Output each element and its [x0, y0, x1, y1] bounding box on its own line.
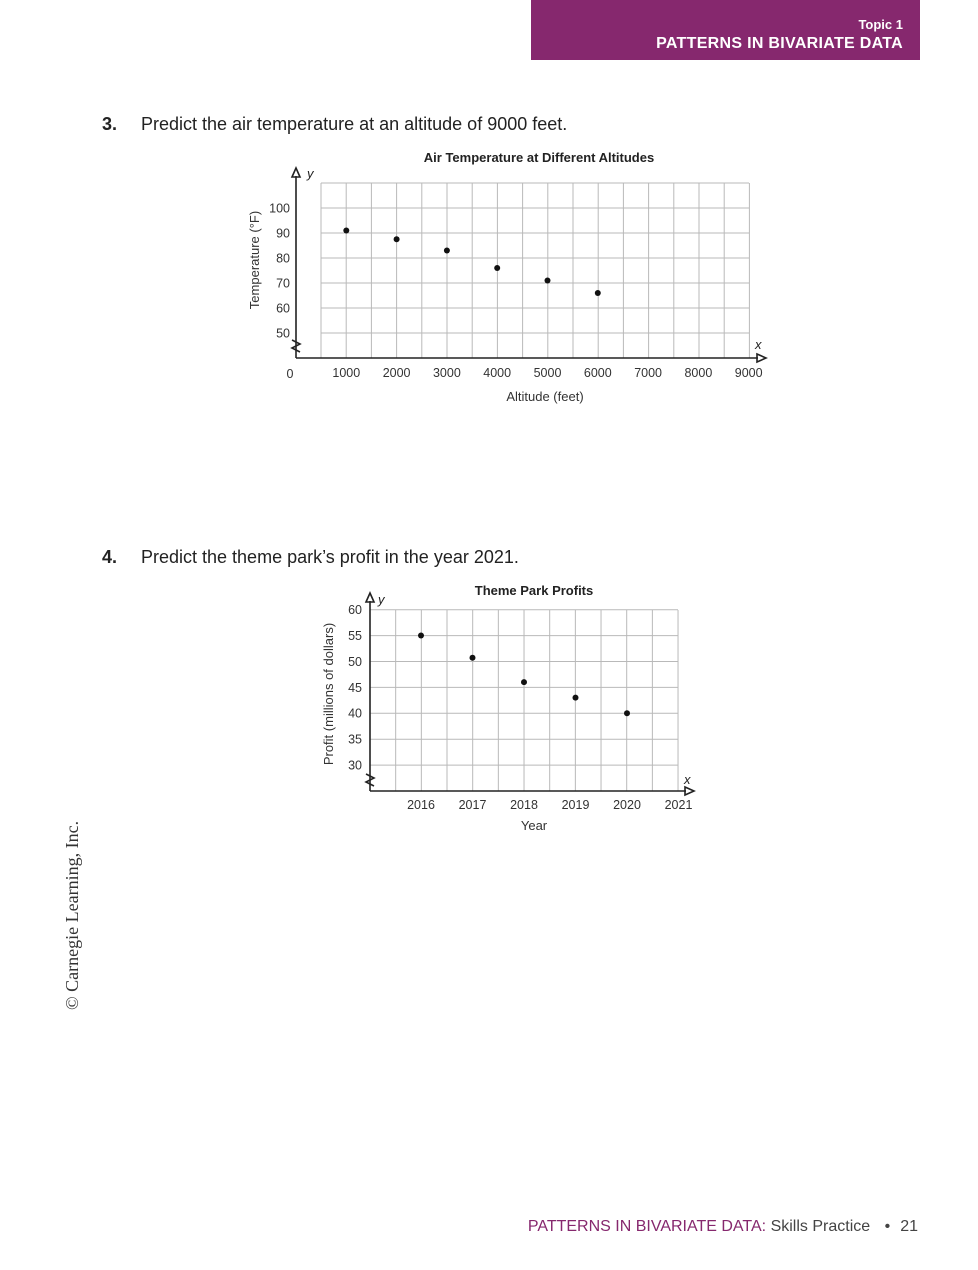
copyright-notice: © Carnegie Learning, Inc. [62, 820, 82, 1010]
y-tick-label: 60 [276, 302, 290, 316]
y-tick-label: 50 [276, 327, 290, 341]
y-axis-arrow [290, 166, 302, 178]
x-tick-label: 9000 [735, 366, 763, 380]
x-axis-arrow [684, 785, 696, 797]
y-axis-arrow [364, 591, 376, 603]
topic-title: PATTERNS IN BIVARIATE DATA [656, 35, 903, 52]
x-tick-label: 2017 [459, 798, 487, 812]
x-axis-arrow [756, 352, 768, 364]
x-tick-label: 2021 [665, 798, 693, 812]
question-text: Predict the air temperature at an altitu… [141, 114, 568, 134]
topic-label: Topic 1 [858, 17, 903, 32]
y-axis-label: Profit (millions of dollars) [321, 623, 336, 765]
x-axis-label: Year [521, 818, 548, 833]
topic-banner: Topic 1 PATTERNS IN BIVARIATE DATA [531, 0, 920, 60]
x-tick-label: 3000 [433, 366, 461, 380]
footer-separator: • [884, 1218, 891, 1235]
y-tick-label: 70 [276, 277, 290, 291]
axis-break [364, 773, 376, 787]
question-text: Predict the theme park’s profit in the y… [141, 547, 519, 567]
x-axis-variable: x [754, 337, 762, 352]
x-tick-label: 2016 [407, 798, 435, 812]
x-tick-label: 6000 [584, 366, 612, 380]
x-tick-label: 2000 [383, 366, 411, 380]
chart-title: Theme Park Profits [475, 583, 594, 598]
x-tick-label: 1000 [332, 366, 360, 380]
x-tick-label: 4000 [483, 366, 511, 380]
x-tick-label: 8000 [684, 366, 712, 380]
data-point [594, 290, 601, 296]
x-tick-label: 2018 [510, 798, 538, 812]
x-axis-label: Altitude (feet) [506, 389, 583, 404]
data-point [494, 265, 501, 271]
y-tick-label: 35 [348, 733, 362, 747]
data-point [469, 654, 476, 661]
y-tick-label: 80 [276, 252, 290, 266]
data-point [393, 236, 400, 243]
x-tick-label: 7000 [634, 366, 662, 380]
data-point [572, 694, 579, 701]
origin-label: 0 [287, 367, 294, 381]
footer-section: Skills Practice [770, 1218, 871, 1235]
y-tick-label: 30 [348, 759, 362, 773]
axis-break [290, 339, 302, 353]
x-axis-variable: x [683, 772, 691, 787]
y-tick-label: 45 [348, 681, 362, 695]
x-tick-label: 2020 [613, 798, 641, 812]
question-3: 3. Predict the air temperature at an alti… [102, 113, 567, 135]
y-axis-variable: y [306, 166, 315, 181]
y-tick-label: 40 [348, 707, 362, 721]
y-axis-label: Temperature (°F) [247, 211, 262, 309]
x-tick-label: 2019 [562, 798, 590, 812]
y-tick-label: 100 [269, 202, 290, 216]
data-point [443, 247, 450, 254]
x-tick-label: 5000 [534, 366, 562, 380]
data-point [418, 632, 424, 639]
page-footer: PATTERNS IN BIVARIATE DATA: Skills Pract… [528, 1218, 918, 1236]
y-tick-label: 60 [348, 603, 362, 617]
y-axis-variable: y [377, 592, 386, 607]
data-point [544, 277, 551, 284]
y-tick-label: 90 [276, 227, 290, 241]
footer-topic: PATTERNS IN BIVARIATE DATA: [527, 1218, 767, 1235]
y-tick-label: 50 [348, 655, 362, 669]
y-tick-label: 55 [348, 629, 362, 643]
question-number: 4. [102, 547, 118, 567]
page-number: 21 [900, 1218, 918, 1235]
data-point [343, 227, 350, 234]
question-number: 3. [102, 114, 118, 134]
data-point [624, 710, 630, 717]
question-4: 4. Predict the theme park’s profit in the… [102, 546, 519, 568]
chart-title: Air Temperature at Different Altitudes [424, 150, 654, 165]
data-point [521, 679, 527, 686]
